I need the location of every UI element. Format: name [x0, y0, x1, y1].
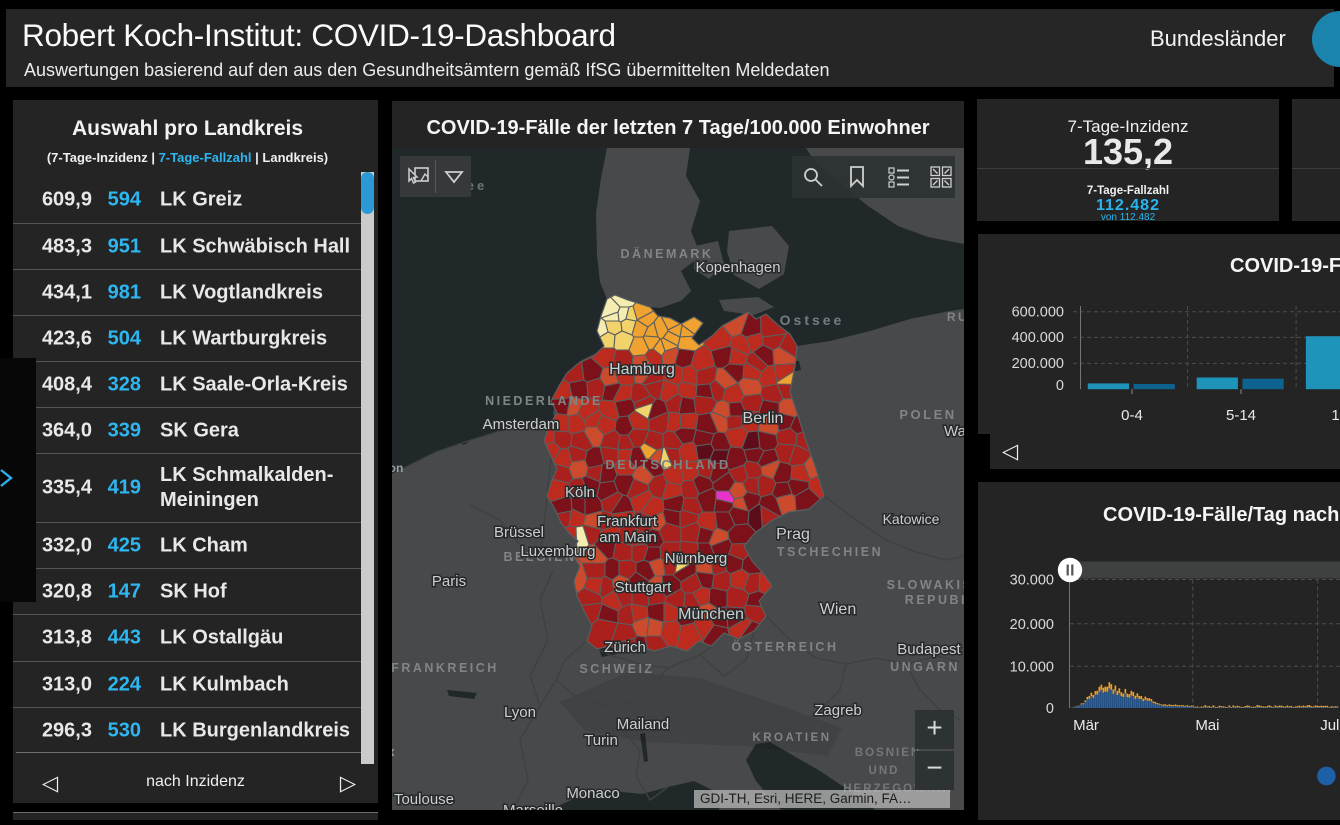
svg-text:Wien: Wien	[820, 601, 856, 618]
svg-text:REPUBL: REPUBL	[905, 593, 964, 607]
svg-text:Luxemburg: Luxemburg	[520, 543, 595, 560]
svg-text:UNGARN: UNGARN	[890, 660, 960, 674]
svg-text:Amsterdam: Amsterdam	[483, 416, 560, 433]
svg-text:Mai: Mai	[1195, 717, 1219, 734]
svg-text:0-4: 0-4	[1121, 407, 1143, 424]
svg-text:Toulouse: Toulouse	[394, 791, 454, 808]
svg-text:KROATIEN: KROATIEN	[752, 732, 831, 744]
svg-text:Zürich: Zürich	[604, 639, 646, 656]
svg-text:Budapest: Budapest	[897, 641, 961, 658]
svg-text:10.000: 10.000	[1010, 659, 1054, 675]
svg-text:on: on	[392, 461, 403, 475]
svg-text:BOSNIEN: BOSNIEN	[855, 747, 921, 759]
svg-text:SCHWEIZ: SCHWEIZ	[579, 662, 654, 676]
svg-text:Kopenhagen: Kopenhagen	[695, 259, 780, 276]
svg-text:200.000: 200.000	[1012, 356, 1064, 372]
svg-text:30.000: 30.000	[1010, 573, 1054, 589]
svg-text:Stuttgart: Stuttgart	[615, 579, 673, 596]
svg-text:POLEN: POLEN	[899, 407, 956, 422]
svg-text:München: München	[678, 606, 744, 623]
svg-text:DEUTSCHLAND: DEUTSCHLAND	[605, 457, 730, 472]
svg-text:Jul: Jul	[1320, 717, 1339, 734]
svg-text:ÖSTERREICH: ÖSTERREICH	[732, 639, 839, 654]
svg-text:SLOWAKIS: SLOWAKIS	[887, 578, 964, 592]
svg-text:15-34: 15-34	[1331, 407, 1340, 424]
svg-text:Katowice: Katowice	[883, 511, 940, 527]
svg-text:Zagreb: Zagreb	[814, 702, 862, 719]
svg-text:Lyon: Lyon	[504, 704, 536, 721]
svg-text:TSCHECHIEN: TSCHECHIEN	[777, 545, 883, 559]
svg-text:Mär: Mär	[1073, 717, 1099, 734]
svg-text:Nürnberg: Nürnberg	[665, 550, 728, 567]
svg-text:400.000: 400.000	[1012, 330, 1064, 346]
svg-text:Berlin: Berlin	[743, 410, 784, 427]
svg-text:Wa: Wa	[944, 423, 964, 440]
svg-text:20.000: 20.000	[1010, 617, 1054, 633]
svg-text:Hamburg: Hamburg	[609, 361, 675, 378]
svg-text:Frankfurt: Frankfurt	[597, 513, 658, 530]
svg-text:Monaco: Monaco	[566, 785, 619, 802]
svg-text:Prag: Prag	[776, 526, 810, 543]
svg-text:Ostsee: Ostsee	[780, 312, 845, 328]
svg-text:5-14: 5-14	[1226, 407, 1256, 424]
svg-text:0: 0	[1046, 701, 1054, 717]
svg-text:Mailand: Mailand	[617, 716, 670, 733]
svg-text:600.000: 600.000	[1012, 304, 1064, 320]
svg-text:RU: RU	[947, 310, 964, 324]
svg-text:Marseille: Marseille	[503, 802, 563, 810]
svg-text:Paris: Paris	[432, 573, 466, 590]
svg-text:UND: UND	[869, 765, 900, 777]
svg-text:Köln: Köln	[565, 484, 595, 501]
svg-text:0: 0	[1056, 378, 1064, 394]
svg-text:Turin: Turin	[584, 732, 618, 749]
svg-text:am Main: am Main	[599, 529, 657, 546]
svg-text:Brüssel: Brüssel	[494, 524, 544, 541]
svg-text:NIEDERLANDE: NIEDERLANDE	[485, 394, 603, 408]
svg-text:FRANKREICH: FRANKREICH	[392, 661, 499, 675]
